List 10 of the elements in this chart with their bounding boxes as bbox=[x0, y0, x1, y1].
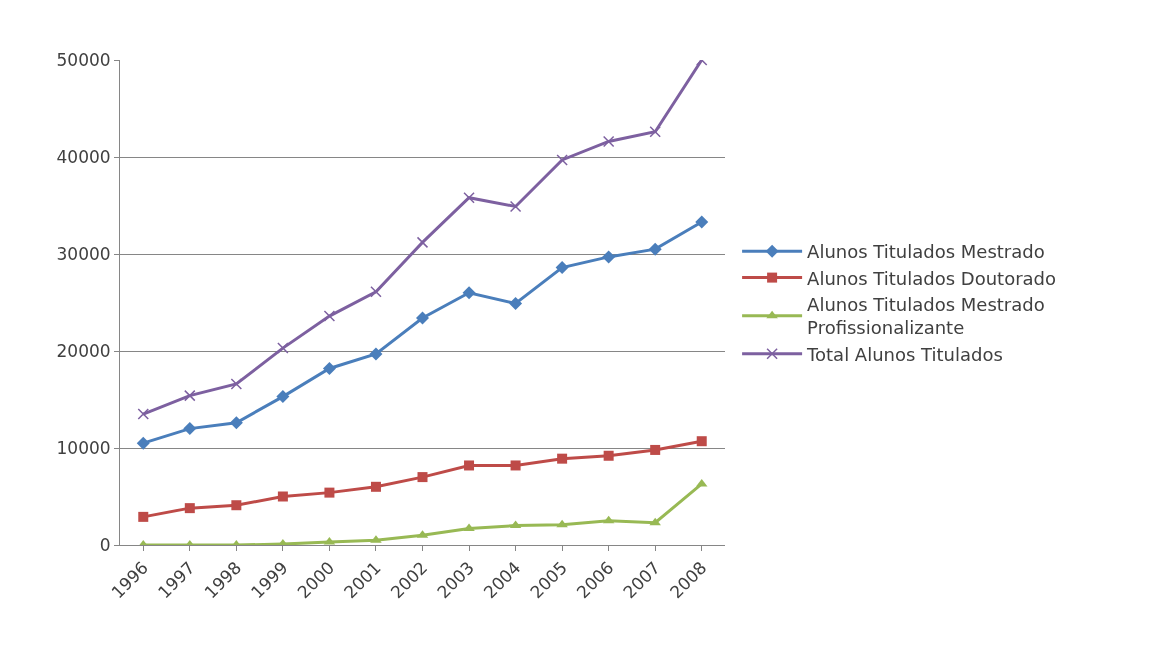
legend-label: Alunos Titulados Mestrado Profissionalizante bbox=[807, 294, 1045, 339]
y-tick-label: 20000 bbox=[56, 340, 111, 361]
y-tick-label: 50000 bbox=[56, 49, 111, 70]
legend-label: Alunos Titulados Mestrado bbox=[807, 241, 1045, 263]
legend-label: Alunos Titulados Doutorado bbox=[807, 267, 1057, 289]
y-tick-label: 40000 bbox=[56, 146, 111, 167]
y-tick-label: 10000 bbox=[56, 437, 111, 458]
legend-label: Total Alunos Titulados bbox=[806, 343, 1003, 365]
y-tick-label: 30000 bbox=[56, 243, 111, 264]
y-tick-label: 0 bbox=[99, 534, 111, 555]
